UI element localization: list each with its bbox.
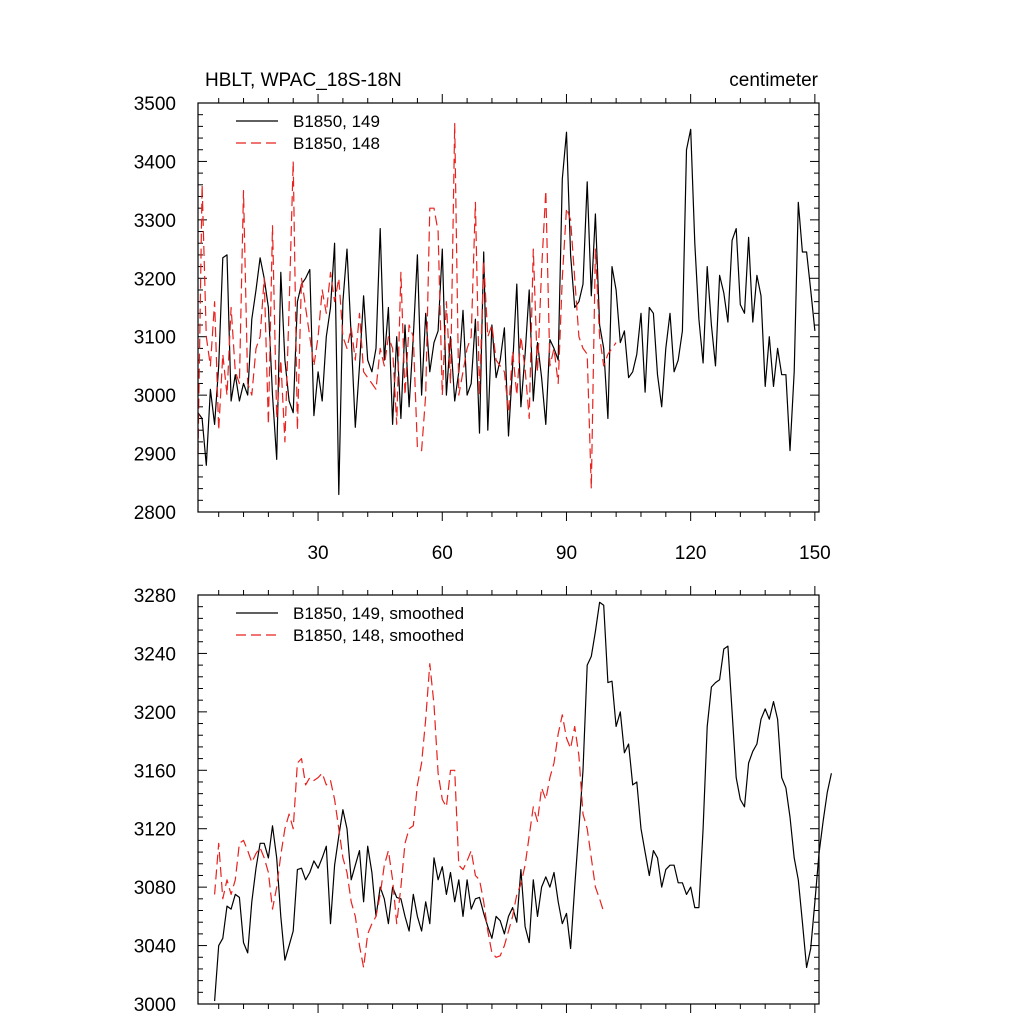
x-tick-label: 150 <box>799 543 831 564</box>
legend-label: B1850, 149, smoothed <box>293 604 464 623</box>
y-tick-label: 3200 <box>134 703 176 724</box>
y-tick-label: 3200 <box>134 269 176 290</box>
y-tick-label: 3160 <box>134 761 176 782</box>
legend-label: B1850, 148 <box>293 134 380 153</box>
y-tick-label: 3240 <box>134 644 176 665</box>
y-tick-label: 3120 <box>134 820 176 841</box>
bottom-legend: B1850, 149, smoothed B1850, 148, smoothed <box>236 604 464 645</box>
x-tick-label: 30 <box>307 543 328 564</box>
legend-label: B1850, 149 <box>293 112 380 131</box>
y-tick-label: 3000 <box>134 386 176 407</box>
legend-label: B1850, 148, smoothed <box>293 626 464 645</box>
x-tick-label: 90 <box>556 543 577 564</box>
bottom-panel: 3000 3040 3080 3120 3160 3200 3240 3280 B1850, … <box>134 586 832 1016</box>
series-line <box>214 601 832 1002</box>
chart-title: HBLT, WPAC_18S-18N <box>205 70 402 91</box>
y-tick-label: 2800 <box>134 503 176 524</box>
top-legend: B1850, 149 B1850, 148 <box>236 112 380 153</box>
top-panel-ticks: 2800 2900 3000 3100 3200 3300 3400 3500 30 60 90 12… <box>134 94 831 564</box>
top-plot-frame <box>197 102 820 513</box>
top-panel: HBLT, WPAC_18S-18N centimeter 2800 2900 30… <box>134 70 831 564</box>
y-tick-label: 3100 <box>134 328 176 349</box>
series-line <box>197 122 617 490</box>
bottom-plot-frame <box>197 594 820 1005</box>
y-tick-label: 3000 <box>134 995 176 1016</box>
top-panel-lines <box>197 122 816 496</box>
y-tick-label: 3500 <box>134 94 176 115</box>
series-line <box>197 128 816 496</box>
y-tick-label: 3080 <box>134 878 176 899</box>
y-tick-label: 2900 <box>134 445 176 466</box>
series-line <box>214 663 605 969</box>
y-tick-label: 3280 <box>134 586 176 607</box>
y-tick-label: 3040 <box>134 937 176 958</box>
units-label: centimeter <box>729 70 818 91</box>
bottom-panel-lines <box>214 601 832 1002</box>
y-tick-label: 3300 <box>134 211 176 232</box>
x-tick-label: 60 <box>432 543 453 564</box>
y-tick-label: 3400 <box>134 152 176 173</box>
bottom-panel-ticks: 3000 3040 3080 3120 3160 3200 3240 3280 <box>134 586 819 1016</box>
x-tick-label: 120 <box>675 543 707 564</box>
